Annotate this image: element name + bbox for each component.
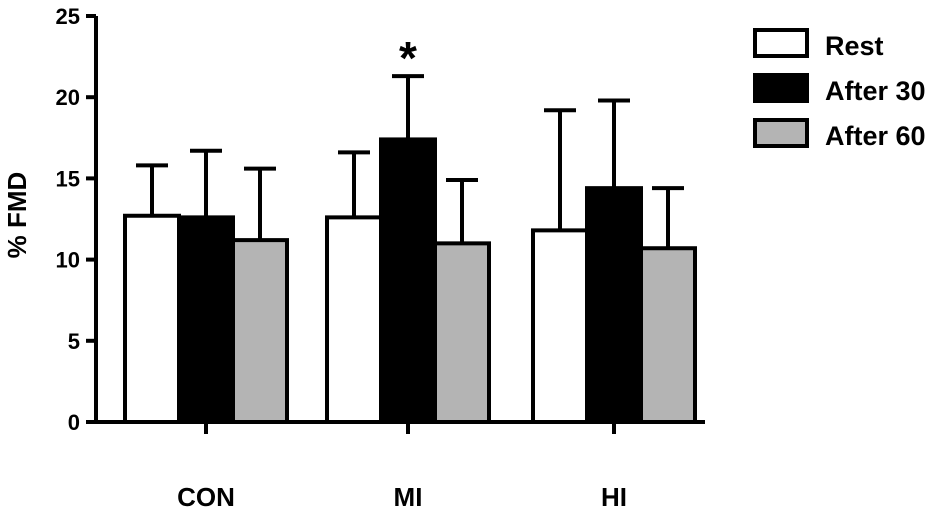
legend-label: After 60 bbox=[825, 121, 926, 151]
y-tick-label: 25 bbox=[56, 4, 80, 29]
y-tick-label: 5 bbox=[68, 329, 80, 354]
legend-swatch bbox=[753, 28, 809, 58]
y-tick-label: 0 bbox=[68, 410, 80, 435]
y-axis-label: % FMD bbox=[2, 172, 32, 259]
significance-asterisk: * bbox=[399, 32, 417, 84]
error-bars bbox=[136, 74, 684, 249]
bar-con-after-60 bbox=[231, 238, 289, 424]
bar-mi-after-30 bbox=[379, 137, 437, 424]
bar-mi-rest bbox=[325, 215, 383, 424]
legend-swatch bbox=[753, 73, 809, 103]
bar-hi-rest bbox=[531, 228, 589, 424]
bar-mi-after-60 bbox=[433, 241, 491, 424]
bar-con-after-30 bbox=[177, 215, 235, 424]
y-tick-label: 10 bbox=[56, 248, 80, 273]
x-tick-label: HI bbox=[601, 482, 627, 512]
legend-label: Rest bbox=[825, 31, 884, 61]
legend-label: After 30 bbox=[825, 76, 926, 106]
x-tick-label: MI bbox=[394, 482, 423, 512]
bar-hi-after-30 bbox=[585, 186, 643, 424]
annotations: * bbox=[399, 32, 417, 84]
bars bbox=[123, 137, 697, 424]
y-tick-label: 20 bbox=[56, 85, 80, 110]
legend: Rest After 30 After 60 bbox=[753, 28, 926, 151]
bar-con-rest bbox=[123, 213, 181, 424]
bar-hi-after-60 bbox=[639, 246, 697, 424]
x-tick-label: CON bbox=[177, 482, 235, 512]
legend-swatch bbox=[753, 118, 809, 148]
y-tick-label: 15 bbox=[56, 166, 80, 191]
